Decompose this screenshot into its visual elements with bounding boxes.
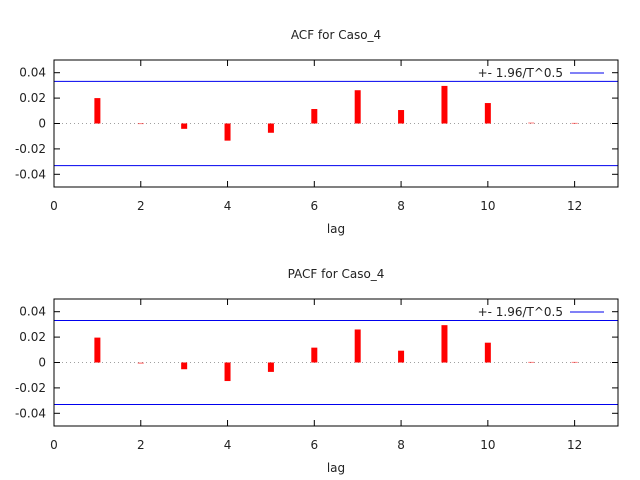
y-tick-label: 0 (38, 117, 46, 131)
bar-lag-7 (354, 329, 361, 363)
bar-lag-12 (571, 122, 578, 124)
y-tick-label: -0.04 (15, 167, 46, 181)
bar-lag-9 (441, 85, 448, 124)
bar-lag-5 (267, 123, 274, 133)
x-tick-label: 0 (50, 438, 58, 452)
x-tick-label: 12 (567, 438, 582, 452)
x-tick-label: 4 (224, 438, 232, 452)
y-tick-label: 0.04 (19, 305, 46, 319)
pacf-panel: PACF for Caso_4 0.04 0.02 0 -0.02 -0.04 0 2 4 6 8 1… (15, 267, 619, 475)
legend-label: +- 1.96/T^0.5 (478, 305, 563, 319)
bar-lag-1 (94, 98, 101, 124)
bar-lag-4 (224, 362, 231, 382)
y-tick-label: 0.02 (19, 330, 46, 344)
x-tick-label: 12 (567, 199, 582, 213)
bar-lag-6 (311, 347, 318, 363)
x-tick-label: 6 (310, 199, 318, 213)
x-tick-label: 8 (397, 438, 405, 452)
bar-lag-9 (441, 325, 448, 363)
x-tick-label: 10 (480, 199, 495, 213)
chart-title: PACF for Caso_4 (288, 267, 385, 281)
bar-lag-2 (137, 362, 144, 364)
bar-lag-11 (528, 122, 535, 124)
legend-label: +- 1.96/T^0.5 (478, 66, 563, 80)
y-tick-label: -0.04 (15, 406, 46, 420)
bar-lag-1 (94, 337, 101, 363)
bar-lag-4 (224, 123, 231, 141)
x-tick-label: 8 (397, 199, 405, 213)
y-tick-label: -0.02 (15, 381, 46, 395)
x-tick-label: 10 (480, 438, 495, 452)
bar-lag-10 (484, 342, 491, 363)
bar-lag-6 (311, 109, 318, 124)
x-tick-label: 2 (137, 438, 145, 452)
chart-title: ACF for Caso_4 (291, 28, 381, 42)
bar-lag-8 (398, 110, 405, 124)
bar-lag-5 (267, 362, 274, 372)
x-tick-label: 2 (137, 199, 145, 213)
x-tick-label: 0 (50, 199, 58, 213)
bar-lag-3 (181, 123, 188, 129)
bar-lag-10 (484, 103, 491, 124)
y-tick-label: 0 (38, 356, 46, 370)
acf-panel: ACF for Caso_4 0.04 0.02 0 -0.02 -0.04 0 2 4 6 8 10… (15, 28, 619, 236)
y-tick-label: 0.04 (19, 66, 46, 80)
bar-lag-12 (571, 361, 578, 363)
bar-lag-8 (398, 350, 405, 363)
x-axis-label: lag (327, 461, 345, 475)
x-tick-label: 4 (224, 199, 232, 213)
bar-lag-2 (137, 123, 144, 125)
bar-lag-11 (528, 361, 535, 363)
bar-lag-7 (354, 90, 361, 124)
y-tick-label: -0.02 (15, 142, 46, 156)
bar-lag-3 (181, 362, 188, 370)
y-tick-label: 0.02 (19, 91, 46, 105)
x-axis-label: lag (327, 222, 345, 236)
x-tick-label: 6 (310, 438, 318, 452)
